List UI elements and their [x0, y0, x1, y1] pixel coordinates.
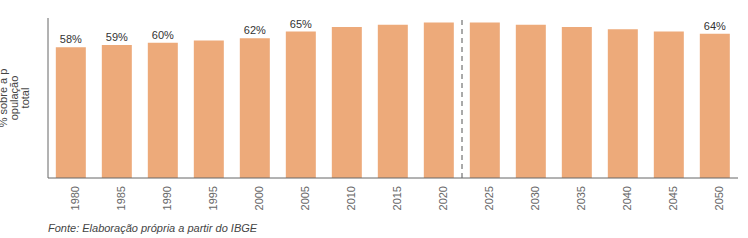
- svg-text:59%: 59%: [106, 31, 128, 43]
- svg-text:64%: 64%: [704, 20, 726, 32]
- svg-text:1990: 1990: [161, 186, 173, 210]
- svg-text:2000: 2000: [253, 186, 265, 210]
- svg-text:1980: 1980: [69, 186, 81, 210]
- svg-text:2005: 2005: [299, 186, 311, 210]
- svg-text:2050: 2050: [713, 186, 725, 210]
- svg-text:2045: 2045: [667, 186, 679, 210]
- svg-text:2025: 2025: [483, 186, 495, 210]
- svg-text:2020: 2020: [437, 186, 449, 210]
- svg-text:58%: 58%: [60, 33, 82, 45]
- svg-text:% sobre a populaçãototal: % sobre a populaçãototal: [8, 69, 31, 128]
- svg-text:65%: 65%: [290, 18, 312, 30]
- svg-text:2035: 2035: [575, 186, 587, 210]
- svg-text:62%: 62%: [244, 24, 266, 36]
- svg-text:2010: 2010: [345, 186, 357, 210]
- svg-text:1985: 1985: [115, 186, 127, 210]
- svg-text:1995: 1995: [207, 186, 219, 210]
- svg-text:2015: 2015: [391, 186, 403, 210]
- svg-text:2030: 2030: [529, 186, 541, 210]
- svg-text:2040: 2040: [621, 186, 633, 210]
- html-text:Fonte: Elaboração própria a pa: Fonte: Elaboração própria a partir do IB…: [48, 222, 258, 234]
- svg-text:60%: 60%: [152, 29, 174, 41]
